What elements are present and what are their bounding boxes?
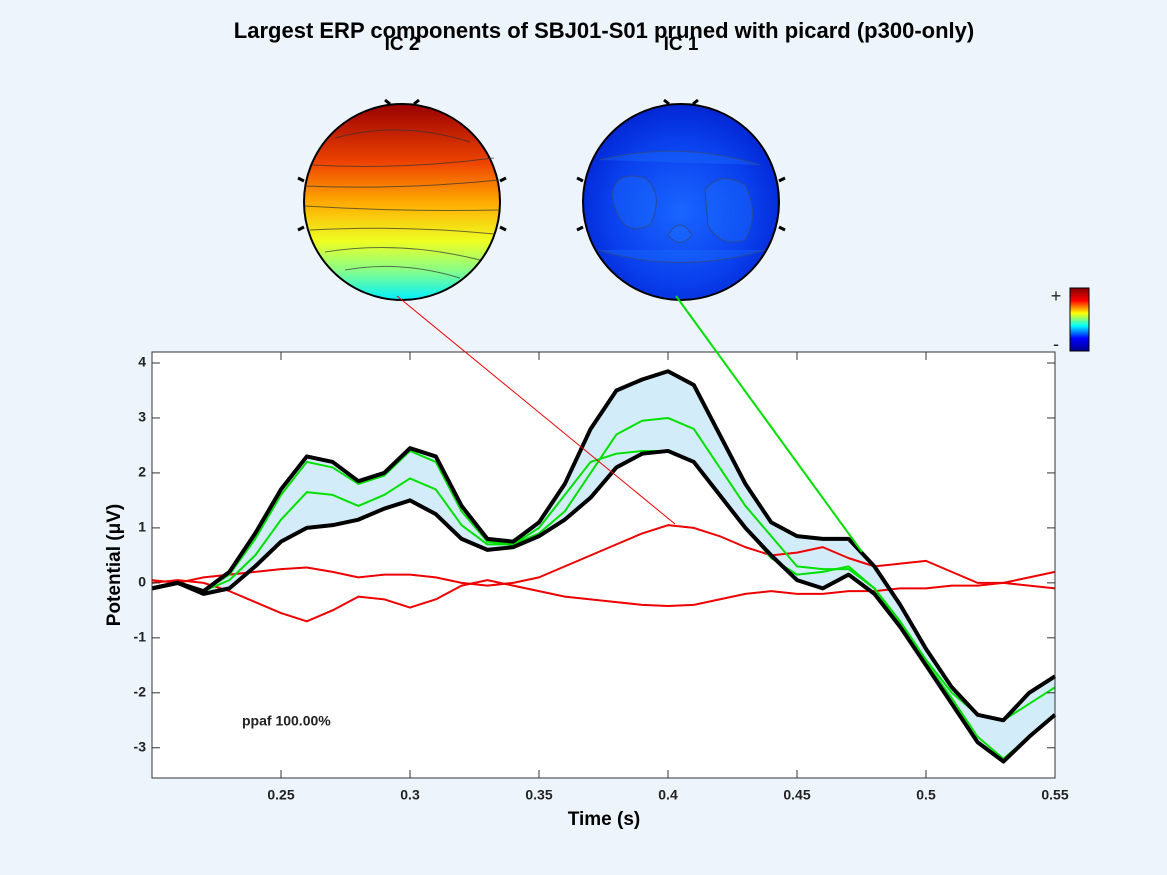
series-line bbox=[151, 579, 1056, 623]
y-tick-label: 4 bbox=[138, 354, 146, 370]
series-line bbox=[151, 524, 1056, 587]
topoplot bbox=[576, 98, 786, 301]
y-tick-label: 0 bbox=[138, 574, 146, 590]
series-line bbox=[151, 448, 1057, 764]
x-tick-label: 0.5 bbox=[916, 787, 936, 803]
x-tick-label: 0.4 bbox=[658, 787, 678, 803]
chart-title: Largest ERP components of SBJ01-S01 prun… bbox=[234, 18, 974, 43]
colorbar bbox=[1069, 287, 1090, 352]
y-tick-label: 1 bbox=[138, 519, 146, 535]
y-tick-label: -3 bbox=[134, 738, 147, 754]
connector bbox=[396, 295, 676, 525]
y-tick-label: 3 bbox=[138, 409, 146, 425]
y-tick-label: -1 bbox=[134, 629, 147, 645]
y-tick-label: -2 bbox=[134, 684, 147, 700]
y-axis-label: Potential (μV) bbox=[104, 504, 125, 626]
data-layer bbox=[151, 369, 1057, 764]
x-tick-label: 0.45 bbox=[783, 787, 810, 803]
x-tick-label: 0.3 bbox=[400, 787, 420, 803]
topo-label: IC 2 bbox=[385, 34, 420, 55]
y-tick-label: 2 bbox=[138, 464, 146, 480]
topo-label: IC 1 bbox=[664, 34, 699, 55]
annotation: ppaf 100.00% bbox=[242, 713, 331, 729]
x-tick-label: 0.35 bbox=[525, 787, 552, 803]
axes-box bbox=[151, 351, 1056, 779]
colorbar-label: + bbox=[1051, 286, 1062, 306]
x-axis-label: Time (s) bbox=[568, 809, 641, 830]
series-line bbox=[151, 369, 1057, 723]
x-tick-label: 0.55 bbox=[1041, 787, 1068, 803]
x-tick-label: 0.25 bbox=[267, 787, 294, 803]
topoplot bbox=[297, 98, 507, 301]
colorbar-label: - bbox=[1053, 334, 1059, 354]
series-line bbox=[151, 449, 1056, 722]
connector bbox=[675, 295, 863, 553]
